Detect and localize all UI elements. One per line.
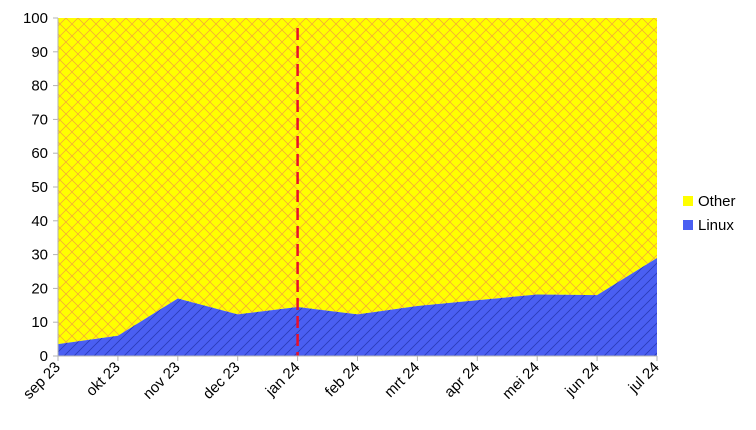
- legend: Other Linux: [683, 193, 736, 234]
- x-tick-label: jul 24: [625, 359, 663, 397]
- y-tick-label: 0: [40, 348, 48, 365]
- x-tick-label: jan 24: [262, 359, 304, 401]
- x-tick-label: jun 24: [561, 359, 603, 401]
- legend-label-linux: Linux: [698, 217, 734, 234]
- x-tick-label: okt 23: [83, 359, 124, 400]
- y-tick-label: 40: [31, 213, 48, 230]
- x-tick-label: sep 23: [20, 359, 64, 403]
- legend-label-other: Other: [698, 193, 736, 210]
- legend-swatch-linux: [683, 220, 693, 230]
- y-tick-label: 20: [31, 280, 48, 297]
- x-tick-label: mei 24: [499, 359, 543, 403]
- y-tick-label: 10: [31, 314, 48, 331]
- legend-swatch-other: [683, 196, 693, 206]
- x-tick-label: feb 24: [322, 359, 364, 401]
- series-other-hatch: [58, 18, 657, 345]
- y-tick-label: 60: [31, 145, 48, 162]
- x-tick-label: nov 23: [140, 359, 184, 403]
- y-tick-label: 100: [23, 10, 48, 27]
- y-tick-label: 50: [31, 179, 48, 196]
- plot-area: [58, 18, 657, 356]
- x-tick-label: apr 24: [441, 359, 483, 401]
- y-tick-label: 70: [31, 111, 48, 128]
- series-linux-hatch: [58, 257, 657, 356]
- x-tick-label: dec 23: [200, 359, 244, 403]
- x-tick-label: mrt 24: [381, 359, 423, 401]
- y-tick-label: 30: [31, 247, 48, 264]
- y-tick-label: 90: [31, 44, 48, 61]
- y-tick-label: 80: [31, 78, 48, 95]
